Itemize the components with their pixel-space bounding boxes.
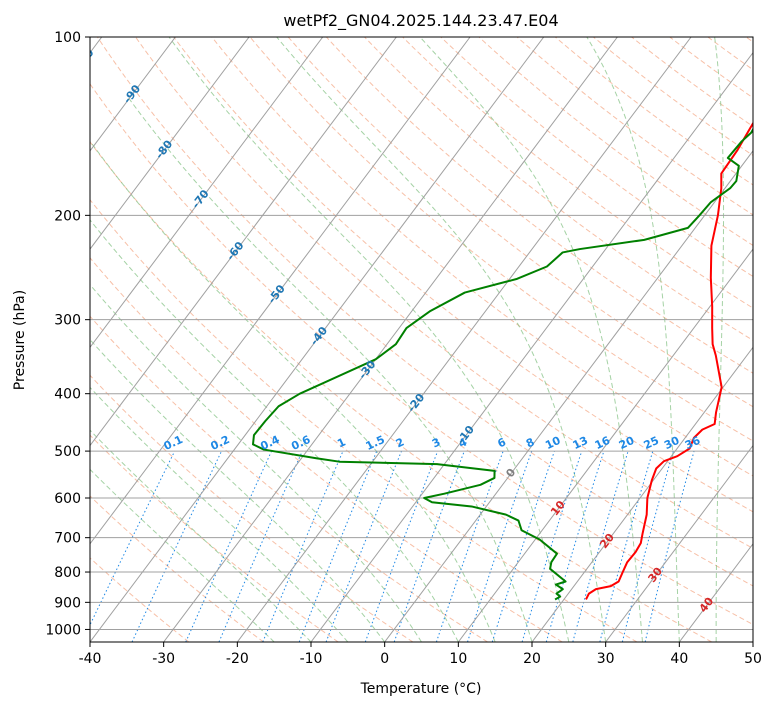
isotherm-line <box>90 37 250 250</box>
isotherm-line <box>531 346 753 642</box>
mixing-ratio-line <box>90 450 176 627</box>
y-tick-label: 1000 <box>45 622 81 638</box>
dry-adiabat-line <box>478 37 753 246</box>
moist-adiabat-line <box>168 37 570 642</box>
x-axis-title: Temperature (°C) <box>360 681 482 697</box>
dry-adiabat-line <box>90 257 563 642</box>
mixing-ratio-line <box>572 450 629 642</box>
moist-adiabat-line <box>90 429 312 642</box>
moist-adiabat-line <box>276 37 607 642</box>
mixing-ratio-line <box>545 450 605 642</box>
isotherm-line <box>90 37 545 642</box>
mixing-ratio-lines <box>90 450 695 642</box>
dry-adiabat-line <box>364 37 753 341</box>
mixing-ratio-line <box>599 450 654 642</box>
dry-adiabat-line <box>173 37 753 513</box>
mixing-ratio-label: 20 <box>617 434 637 452</box>
y-tick-label: 800 <box>54 565 81 581</box>
isotherm-line <box>90 37 324 349</box>
dry-adiabat-line <box>593 37 753 157</box>
mixing-ratio-label: 36 <box>683 434 703 452</box>
x-tick-label: -30 <box>152 651 175 667</box>
y-tick-label: 100 <box>54 30 81 46</box>
mixing-ratio-line <box>521 450 583 642</box>
sounding-profiles <box>251 121 753 601</box>
mixing-ratio-label: 13 <box>571 434 590 452</box>
moist-adiabat-line <box>586 37 680 642</box>
isotherm-line <box>236 37 692 642</box>
chart-title: wetPf2_GN04.2025.144.23.47.E04 <box>283 11 558 31</box>
isotherm-line <box>457 248 753 642</box>
dry-adiabat-line <box>90 83 753 626</box>
isotherm-line <box>90 37 176 152</box>
mixing-ratio-label: 30 <box>662 434 682 452</box>
dry-adiabat-line <box>211 37 753 477</box>
mixing-ratio-line <box>467 450 533 642</box>
moist-adiabat-line <box>90 219 459 642</box>
moist-adiabat-line <box>90 283 422 642</box>
isotherm-line <box>310 51 753 642</box>
x-tick-label: 30 <box>597 651 615 667</box>
x-tick-label: 0 <box>380 651 389 667</box>
x-axis-ticks: -40 -30 -20 -10 0 10 20 30 40 50 <box>79 642 762 667</box>
moist-adiabat-line <box>714 37 725 642</box>
y-tick-label: 900 <box>54 595 81 611</box>
mixing-ratio-label: 16 <box>593 434 613 452</box>
mixing-ratio-line <box>325 450 402 642</box>
y-axis-title: Pressure (hPa) <box>12 290 28 390</box>
isotherm-line <box>90 37 397 447</box>
mixing-ratio-line <box>364 450 439 642</box>
isotherm-line <box>384 150 753 642</box>
x-tick-label: 50 <box>744 651 762 667</box>
y-axis-ticks: 100 200 300 400 500 600 700 800 900 1000 <box>45 30 90 638</box>
plot-frame <box>89 36 754 643</box>
mixing-ratio-line <box>218 450 303 642</box>
dry-adiabat-line <box>90 315 488 642</box>
plot-area: 0.10.20.40.611.52346810131620253036-100-… <box>90 37 753 642</box>
dry-adiabat-line <box>516 37 753 216</box>
mixing-ratio-line <box>298 450 378 642</box>
isotherm-lines <box>90 37 753 642</box>
y-tick-label: 200 <box>54 208 81 224</box>
mixing-ratio-line <box>435 450 504 642</box>
y-tick-label: 600 <box>54 491 81 507</box>
dry-adiabat-line <box>287 37 753 408</box>
x-tick-label: -40 <box>79 651 102 667</box>
y-tick-label: 500 <box>54 444 81 460</box>
dry-adiabat-line <box>96 37 753 587</box>
mixing-ratio-line <box>491 450 555 642</box>
dry-adiabat-line <box>402 37 753 309</box>
temperature-profile-line <box>585 121 753 600</box>
mixing-ratio-line <box>262 450 344 642</box>
y-tick-label: 400 <box>54 387 81 403</box>
mixing-ratio-line <box>185 450 273 642</box>
dry-adiabats <box>90 37 753 642</box>
dry-adiabat-line <box>135 37 753 549</box>
dry-adiabat-line <box>325 37 753 374</box>
dry-adiabat-line <box>90 141 712 642</box>
mixing-ratio-line <box>621 450 674 642</box>
y-tick-label: 700 <box>54 531 81 547</box>
x-tick-label: -10 <box>300 651 323 667</box>
moist-adiabat-line <box>419 37 643 642</box>
dewpoint-profile-line <box>251 127 753 601</box>
y-tick-label: 300 <box>54 313 81 329</box>
mixing-ratio-label: 25 <box>642 434 661 452</box>
x-tick-label: 10 <box>449 651 467 667</box>
isotherm-line <box>605 444 753 642</box>
x-tick-label: -20 <box>226 651 249 667</box>
dry-adiabat-line <box>90 495 264 642</box>
dry-adiabat-line <box>249 37 753 442</box>
x-tick-label: 20 <box>523 651 541 667</box>
x-tick-label: 40 <box>670 651 688 667</box>
mixing-ratio-label: 10 <box>543 434 563 452</box>
isotherm-line <box>90 37 471 545</box>
dry-adiabat-line <box>90 198 638 642</box>
moist-adiabat-line <box>127 96 533 642</box>
isotherm-line <box>163 37 618 642</box>
